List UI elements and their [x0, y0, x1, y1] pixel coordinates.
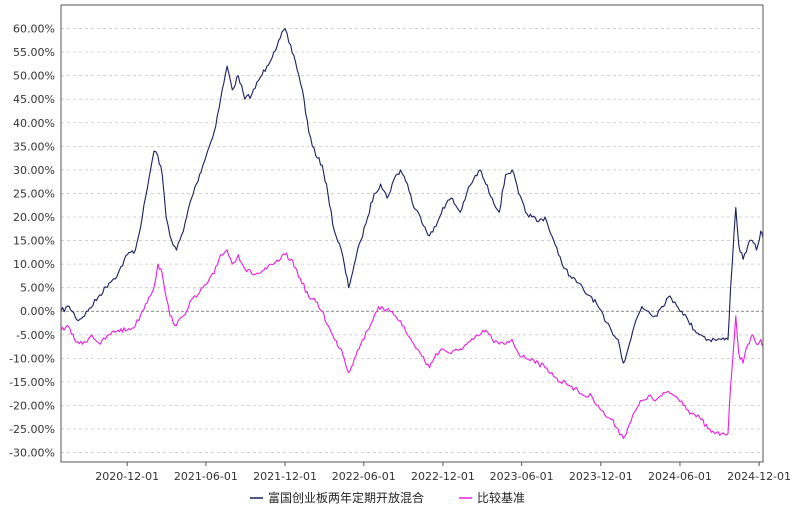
y-tick-label: 25.00%: [13, 187, 55, 200]
y-tick-label: 5.00%: [20, 282, 55, 295]
x-tick-label: 2023-06-01: [490, 470, 554, 483]
y-tick-label: 50.00%: [13, 70, 55, 83]
series-line-benchmark: [60, 249, 764, 439]
y-tick-label: 40.00%: [13, 117, 55, 130]
y-tick-label: 15.00%: [13, 235, 55, 248]
plot-frame: [60, 4, 764, 463]
x-tick-labels: 2020-12-01 2021-06-01 2021-12-01 2022-06-01…: [95, 462, 791, 483]
x-tick-label: 2024-12-01: [727, 470, 791, 483]
y-tick-label: -20.00%: [9, 399, 55, 412]
x-tick-label: 2020-12-01: [95, 470, 159, 483]
x-tick-label: 2023-12-01: [569, 470, 633, 483]
y-tick-label: 60.00%: [13, 23, 55, 36]
legend-label-benchmark: 比较基准: [477, 490, 525, 505]
y-gridlines: [61, 28, 763, 453]
series-lines: [60, 28, 764, 439]
y-tick-label: -25.00%: [9, 423, 55, 436]
y-tick-label: -15.00%: [9, 376, 55, 389]
x-tick-label: 2022-12-01: [411, 470, 475, 483]
y-tick-label: 0.00%: [20, 305, 55, 318]
y-tick-label: -5.00%: [16, 329, 55, 342]
y-tick-labels: -30.00% -25.00% -20.00% -15.00% -10.00% -5.00…: [9, 23, 55, 460]
y-tick-label: 55.00%: [13, 46, 55, 59]
y-tick-label: 10.00%: [13, 258, 55, 271]
y-tick-label: 30.00%: [13, 164, 55, 177]
x-tick-label: 2022-06-01: [332, 470, 396, 483]
x-tick-label: 2021-12-01: [253, 470, 317, 483]
x-tick-label: 2024-06-01: [648, 470, 712, 483]
legend-label-fund: 富国创业板两年定期开放混合: [268, 490, 424, 505]
y-tick-label: 35.00%: [13, 140, 55, 153]
y-tick-label: 20.00%: [13, 211, 55, 224]
x-tick-label: 2021-06-01: [174, 470, 238, 483]
series-line-fund: [60, 28, 764, 364]
legend: 富国创业板两年定期开放混合 比较基准: [250, 490, 525, 505]
y-tick-label: 45.00%: [13, 93, 55, 106]
y-tick-label: -10.00%: [9, 352, 55, 365]
y-tick-label: -30.00%: [9, 447, 55, 460]
